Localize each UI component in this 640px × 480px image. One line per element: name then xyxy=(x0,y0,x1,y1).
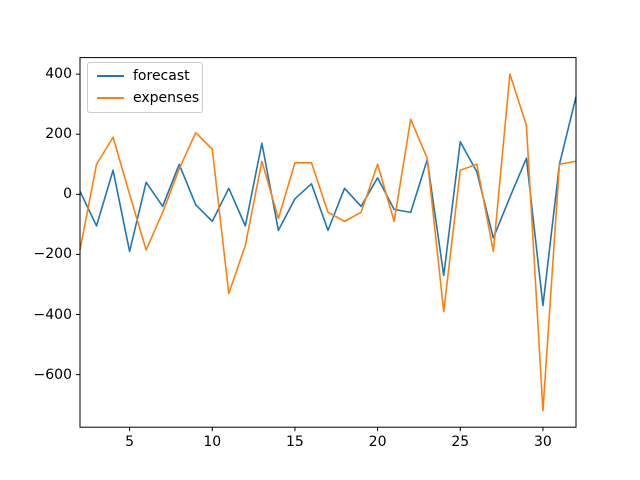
axes-border xyxy=(79,57,577,428)
legend-item-forecast: forecast xyxy=(97,68,193,84)
legend-item-expenses: expenses xyxy=(97,90,199,106)
y-tick-label--200: −200 xyxy=(33,246,72,263)
x-tick-label-30: 30 xyxy=(534,434,552,451)
y-tick-label-0: 0 xyxy=(63,186,72,203)
y-tick-label-400: 400 xyxy=(45,66,72,83)
legend-label-forecast: forecast xyxy=(133,68,190,84)
y-tick-label--600: −600 xyxy=(33,366,72,383)
legend-label-expenses: expenses xyxy=(133,90,200,106)
x-tick-label-20: 20 xyxy=(368,434,387,451)
legend: forecast expenses xyxy=(87,62,203,113)
x-tick-label-25: 25 xyxy=(451,434,470,451)
forecast-line-swatch xyxy=(97,75,124,77)
x-tick-label-5: 5 xyxy=(125,434,135,451)
expenses-line-swatch xyxy=(97,97,124,99)
line-forecast xyxy=(79,96,577,307)
y-tick-label--400: −400 xyxy=(33,306,72,323)
x-tick-label-10: 10 xyxy=(203,434,222,451)
y-tick-label-200: 200 xyxy=(45,126,72,143)
line-expenses xyxy=(79,73,577,412)
x-tick-label-15: 15 xyxy=(286,434,304,451)
